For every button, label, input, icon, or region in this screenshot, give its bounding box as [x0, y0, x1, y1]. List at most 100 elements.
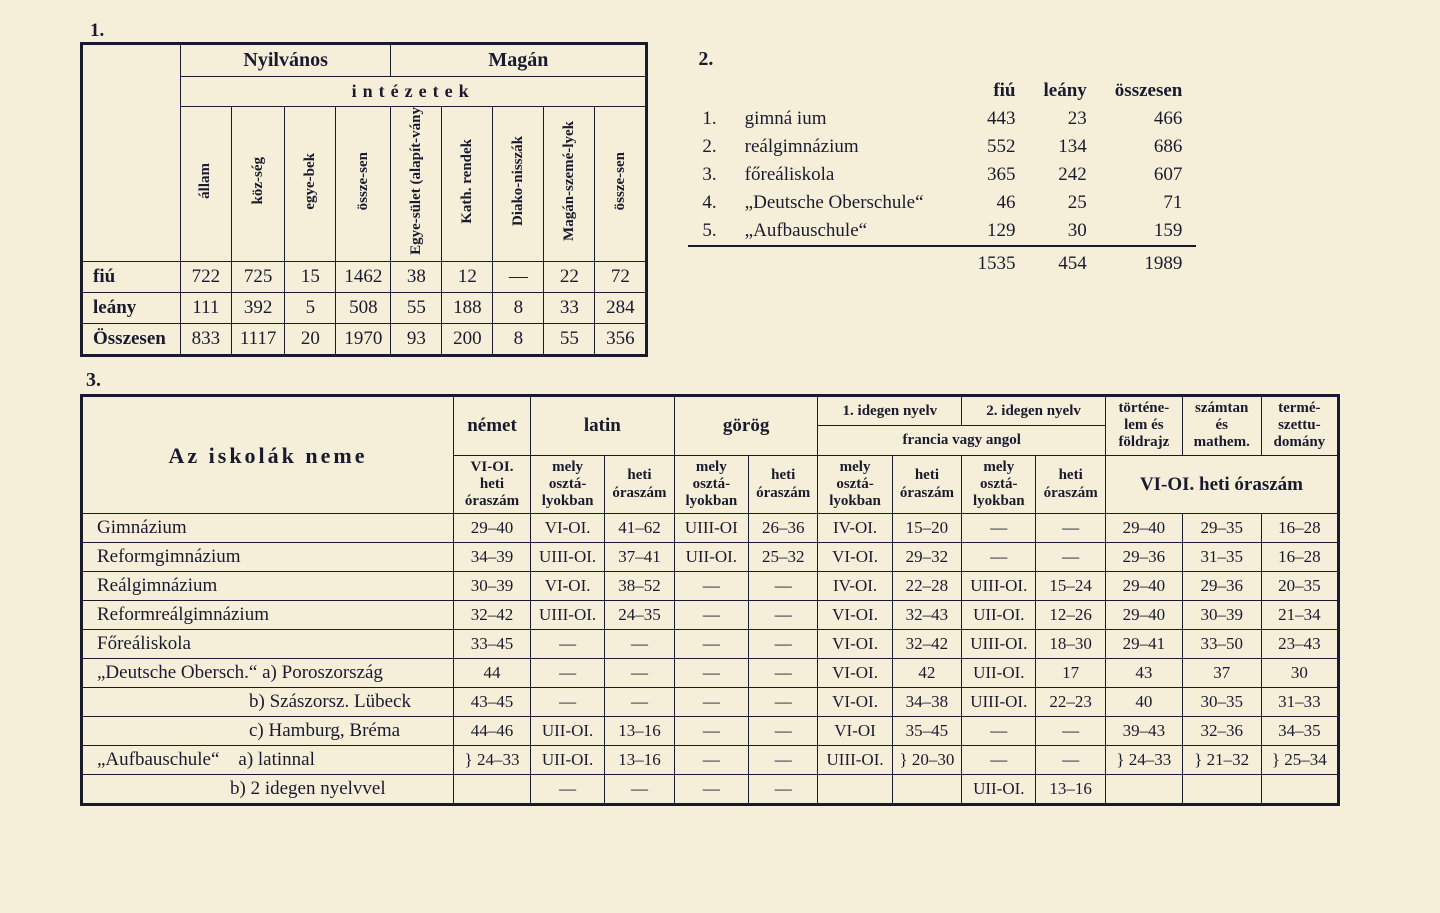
t2-num: 2.	[688, 133, 730, 161]
t3-cell: UIII-OI.	[962, 630, 1036, 659]
t3-cell: VI-OI.	[818, 630, 892, 659]
t2-num: 4.	[688, 189, 730, 217]
t3-cell: VI-OI.	[818, 688, 892, 717]
t3-sub: mely osztá-lyokban	[818, 455, 892, 514]
t1-col: egye-bek	[302, 153, 319, 210]
t2-cell: 159	[1101, 217, 1197, 246]
table-1: Nyilvános Magán intézetek államköz-ségeg…	[80, 42, 648, 357]
t1-cell: 1970	[336, 323, 391, 355]
t3-cell: 18–30	[1036, 630, 1106, 659]
t1-cell: —	[493, 261, 544, 292]
t3-sub: heti óraszám	[892, 455, 962, 514]
t1-col: össze-sen	[612, 152, 629, 210]
t3-cell	[892, 775, 962, 805]
t2-head-sum: összesen	[1101, 77, 1197, 105]
t3-cell: 29–36	[1182, 572, 1261, 601]
t2-name: „Deutsche Oberschule“	[731, 189, 964, 217]
t2-cell: 242	[1030, 161, 1101, 189]
t3-cell: } 24–33	[454, 746, 531, 775]
t2-name: reálgimnázium	[731, 133, 964, 161]
t1-cell: 20	[285, 323, 336, 355]
t3-cell: —	[674, 688, 748, 717]
t3-cell	[818, 775, 892, 805]
t3-cell: —	[1036, 746, 1106, 775]
t3-cell: UIII-OI.	[962, 688, 1036, 717]
t3-h-flsub: francia vagy angol	[818, 426, 1105, 455]
t3-cell: —	[1036, 717, 1106, 746]
t2-cell: 134	[1030, 133, 1101, 161]
t3-cell: 29–40	[1105, 514, 1182, 543]
t3-cell: 24–35	[605, 601, 675, 630]
t1-col: Egye-sület (alapít-vány	[408, 107, 425, 255]
t1-cell: 72	[595, 261, 647, 292]
t3-school-name: Reálgimnázium	[82, 572, 454, 601]
t3-cell: 39–43	[1105, 717, 1182, 746]
t3-h-latin: latin	[531, 395, 675, 455]
table-3: Az iskolák neme német latin görög 1. ide…	[80, 394, 1340, 807]
section-3-label: 3.	[86, 369, 1380, 392]
t3-cell: 29–40	[1105, 572, 1182, 601]
t3-cell: 43	[1105, 659, 1182, 688]
t3-h-math: számtan és mathem.	[1182, 395, 1261, 455]
t3-cell: —	[674, 717, 748, 746]
t2-cell: 30	[1030, 217, 1101, 246]
t2-cell: 25	[1030, 189, 1101, 217]
t1-cell: 5	[285, 292, 336, 323]
t3-sub: heti óraszám	[605, 455, 675, 514]
t1-cell: 392	[231, 292, 285, 323]
t1-cell: 188	[442, 292, 493, 323]
t3-school-name: b) Szászorsz. Lübeck	[82, 688, 454, 717]
t3-cell: UIII-OI.	[962, 572, 1036, 601]
t2-name: főreáliskola	[731, 161, 964, 189]
t3-cell: 22–23	[1036, 688, 1106, 717]
t3-cell: } 24–33	[1105, 746, 1182, 775]
t3-cell: 29–40	[1105, 601, 1182, 630]
t3-cell: UII-OI.	[962, 775, 1036, 805]
section-1-label: 1.	[90, 20, 1380, 42]
t3-cell: 23–43	[1261, 630, 1338, 659]
t3-cell: —	[1036, 514, 1106, 543]
t3-cell: 21–34	[1261, 601, 1338, 630]
t3-cell: } 25–34	[1261, 746, 1338, 775]
t3-cell: 16–28	[1261, 543, 1338, 572]
t3-cell: 30–35	[1182, 688, 1261, 717]
t3-cell: 29–32	[892, 543, 962, 572]
t2-total: 1535	[964, 246, 1030, 278]
t3-cell: UII-OI.	[962, 601, 1036, 630]
t3-cell: 22–28	[892, 572, 962, 601]
t3-cell: 31–33	[1261, 688, 1338, 717]
t2-cell: 443	[964, 105, 1030, 133]
t3-cell: 31–35	[1182, 543, 1261, 572]
t3-cell: UIII-OI.	[531, 543, 605, 572]
t3-cell: 16–28	[1261, 514, 1338, 543]
t3-cell: UII-OI.	[674, 543, 748, 572]
t2-name: „Aufbauschule“	[731, 217, 964, 246]
t3-cell: UIII-OI.	[531, 601, 605, 630]
t3-h-hist: történe-lem és földrajz	[1105, 395, 1182, 455]
t3-h-fl1: 1. idegen nyelv	[818, 395, 962, 425]
t2-cell: 607	[1101, 161, 1197, 189]
t1-cell: 33	[544, 292, 595, 323]
t3-cell: UIII-OI.	[818, 746, 892, 775]
t3-cell: —	[674, 630, 748, 659]
t1-group-public: Nyilvános	[180, 44, 391, 77]
t3-cell: —	[531, 775, 605, 805]
t3-cell: IV-OI.	[818, 572, 892, 601]
t1-cell: 1462	[336, 261, 391, 292]
t3-sub: heti óraszám	[748, 455, 818, 514]
t3-sub: mely osztá-lyokban	[674, 455, 748, 514]
t1-cell: 833	[180, 323, 231, 355]
t3-cell: —	[531, 688, 605, 717]
t3-cell: VI-OI.	[818, 601, 892, 630]
t3-cell: 37–41	[605, 543, 675, 572]
t3-cell: 35–45	[892, 717, 962, 746]
t2-total: 1989	[1101, 246, 1197, 278]
t3-cell: VI-OI.	[818, 659, 892, 688]
t1-cell: 15	[285, 261, 336, 292]
t3-school-name: Főreáliskola	[82, 630, 454, 659]
t3-cell: 34–38	[892, 688, 962, 717]
t3-cell: 30–39	[454, 572, 531, 601]
t1-col: össze-sen	[355, 152, 372, 210]
t3-school-name: Reformreálgimnázium	[82, 601, 454, 630]
t3-h-fl2: 2. idegen nyelv	[962, 395, 1106, 425]
